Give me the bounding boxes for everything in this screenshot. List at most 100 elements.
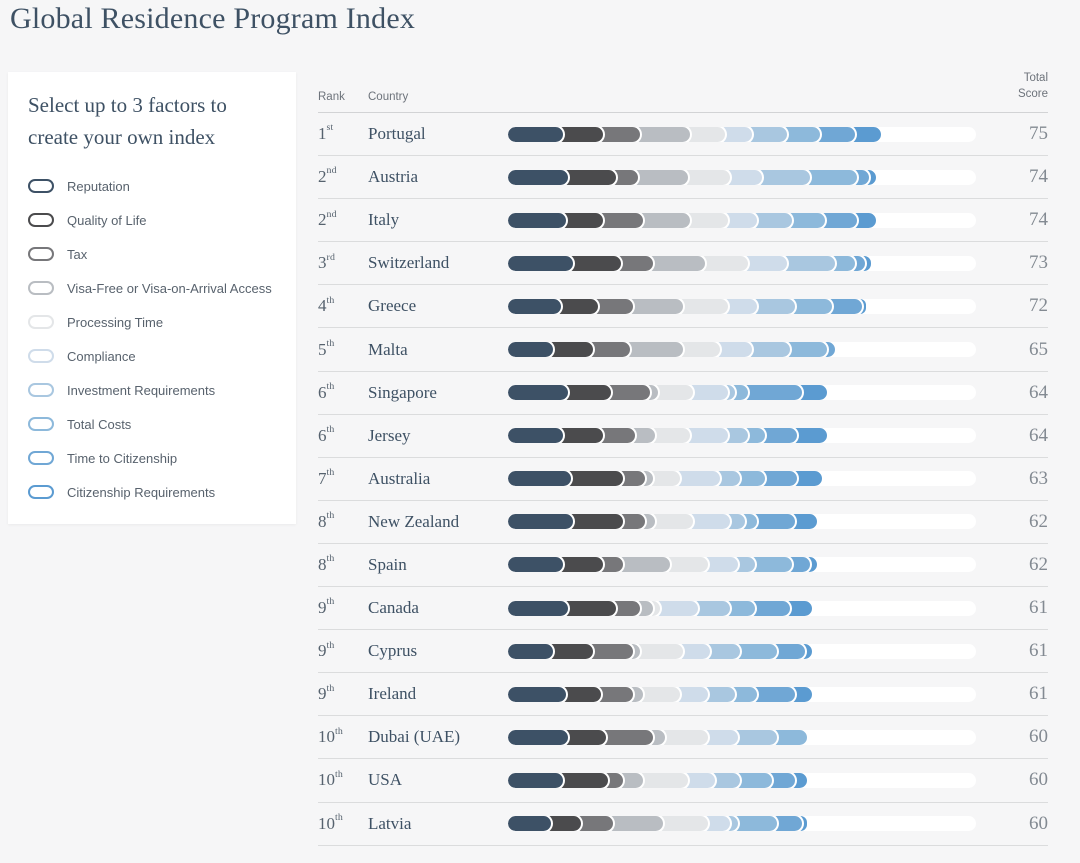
country-cell: Spain (368, 554, 407, 574)
total-score-cell: 62 (1029, 553, 1048, 575)
table-row-spain[interactable]: 8th Spain 62 (318, 544, 1048, 588)
bar-segment-total-costs (732, 471, 765, 487)
bar-segment-reputation (508, 729, 569, 745)
table-row-singapore[interactable]: 6th Singapore 64 (318, 372, 1048, 415)
score-bar-cell (508, 126, 976, 142)
table-row-new-zealand[interactable]: 8th New Zealand 62 (318, 501, 1048, 544)
total-score-cell: 64 (1029, 424, 1048, 446)
table-row-greece[interactable]: 4th Greece 72 (318, 285, 1048, 329)
bar-segment-processing-time (674, 342, 721, 358)
bar-segment-visa-free-or-visa-on-arrival-access (622, 342, 683, 358)
table-row-switzerland[interactable]: 3rd Switzerland 73 (318, 242, 1048, 286)
pill-outline-icon[interactable] (28, 213, 54, 227)
bar-segment-reputation (508, 298, 561, 314)
score-bar-track (508, 557, 976, 573)
table-row-portugal[interactable]: 1st Portugal 75 (318, 113, 1048, 157)
bar-segment-compliance (674, 643, 711, 659)
bar-segment-compliance (684, 514, 731, 530)
factor-option-investment-requirements[interactable]: Investment Requirements (28, 373, 276, 407)
factor-option-citizenship-requirements[interactable]: Citizenship Requirements (28, 475, 276, 509)
bar-segment-processing-time (662, 557, 708, 573)
bar-segment-processing-time (647, 514, 693, 530)
bar-segment-time-to-citizenship (746, 600, 790, 616)
table-row-austria[interactable]: 2nd Austria 74 (318, 156, 1048, 200)
factor-option-label: Reputation (67, 178, 130, 194)
bar-segment-tax (590, 298, 633, 314)
bar-segment-visa-free-or-visa-on-arrival-access (644, 255, 706, 271)
bar-segment-compliance (684, 385, 728, 401)
factor-option-time-to-citizenship[interactable]: Time to Citizenship (28, 441, 276, 475)
bar-segment-reputation (508, 169, 569, 185)
factor-option-label: Total Costs (67, 416, 132, 432)
bar-segment-tax (612, 255, 653, 271)
bar-segment-investment-requirements (749, 212, 793, 228)
bar-segment-reputation (508, 600, 569, 616)
bar-segment-compliance (672, 471, 721, 487)
rank-cell: 2nd (318, 165, 337, 187)
bar-segment-time-to-citizenship (764, 772, 795, 788)
factor-option-total-costs[interactable]: Total Costs (28, 407, 276, 441)
bar-segment-time-to-citizenship (769, 643, 805, 659)
factor-option-quality-of-life[interactable]: Quality of Life (28, 203, 276, 237)
score-bar-cell (508, 255, 976, 271)
table-row-dubai-uae[interactable]: 10th Dubai (UAE) 60 (318, 716, 1048, 760)
score-bar-cell (508, 729, 976, 745)
bar-segment-visa-free-or-visa-on-arrival-access (629, 169, 688, 185)
bar-segment-time-to-citizenship (824, 298, 862, 314)
bar-segment-tax (585, 342, 631, 358)
bar-segment-tax (615, 514, 646, 530)
table-row-usa[interactable]: 10th USA 60 (318, 759, 1048, 803)
bar-segment-tax (585, 643, 633, 659)
bar-segment-processing-time (682, 212, 728, 228)
bar-segment-total-costs (746, 557, 793, 573)
pill-outline-icon[interactable] (28, 315, 54, 329)
factor-option-processing-time[interactable]: Processing Time (28, 305, 276, 339)
factor-option-compliance[interactable]: Compliance (28, 339, 276, 373)
score-bar-track (508, 772, 976, 788)
country-cell: Jersey (368, 425, 411, 445)
pill-outline-icon[interactable] (28, 247, 54, 261)
pill-outline-icon[interactable] (28, 281, 54, 295)
bar-segment-compliance (717, 126, 753, 142)
score-bar-cell (508, 212, 976, 228)
score-bar-track (508, 643, 976, 659)
table-row-malta[interactable]: 5th Malta 65 (318, 328, 1048, 372)
table-row-jersey[interactable]: 6th Jersey 64 (318, 415, 1048, 458)
bar-segment-tax (615, 471, 646, 487)
factor-option-reputation[interactable]: Reputation (28, 169, 276, 203)
bar-segment-time-to-citizenship (749, 686, 795, 702)
table-row-ireland[interactable]: 9th Ireland 61 (318, 673, 1048, 717)
bar-segment-quality-of-life (565, 514, 624, 530)
pill-outline-icon[interactable] (28, 383, 54, 397)
pill-outline-icon[interactable] (28, 451, 54, 465)
table-row-latvia[interactable]: 10th Latvia 60 (318, 803, 1048, 846)
rank-cell: 4th (318, 294, 335, 316)
factor-option-tax[interactable]: Tax (28, 237, 276, 271)
bar-segment-tax (607, 600, 641, 616)
total-score-cell: 74 (1029, 209, 1048, 231)
pill-outline-icon[interactable] (28, 349, 54, 363)
rank-cell: 9th (318, 639, 335, 661)
factor-option-visa-free-or-visa-on-arrival-access[interactable]: Visa-Free or Visa-on-Arrival Access (28, 271, 276, 305)
bar-segment-reputation (508, 514, 574, 530)
bar-segment-investment-requirements (729, 729, 778, 745)
pill-outline-icon[interactable] (28, 417, 54, 431)
table-row-canada[interactable]: 9th Canada 61 (318, 587, 1048, 631)
country-cell: Malta (368, 339, 408, 359)
bar-segment-compliance (722, 169, 763, 185)
table-row-italy[interactable]: 2nd Italy 74 (318, 199, 1048, 243)
table-row-australia[interactable]: 7th Australia 63 (318, 458, 1048, 501)
pill-outline-icon[interactable] (28, 485, 54, 499)
bar-segment-quality-of-life (555, 557, 604, 573)
country-cell: Italy (368, 210, 400, 230)
table-row-cyprus[interactable]: 9th Cyprus 61 (318, 630, 1048, 674)
score-bar-track (508, 126, 976, 142)
bar-segment-quality-of-life (545, 643, 594, 659)
bar-segment-processing-time (657, 729, 708, 745)
bar-segment-reputation (508, 342, 554, 358)
score-bar-track (508, 169, 976, 185)
pill-outline-icon[interactable] (28, 179, 54, 193)
bar-segment-processing-time (634, 686, 681, 702)
factor-option-label: Visa-Free or Visa-on-Arrival Access (67, 280, 272, 296)
